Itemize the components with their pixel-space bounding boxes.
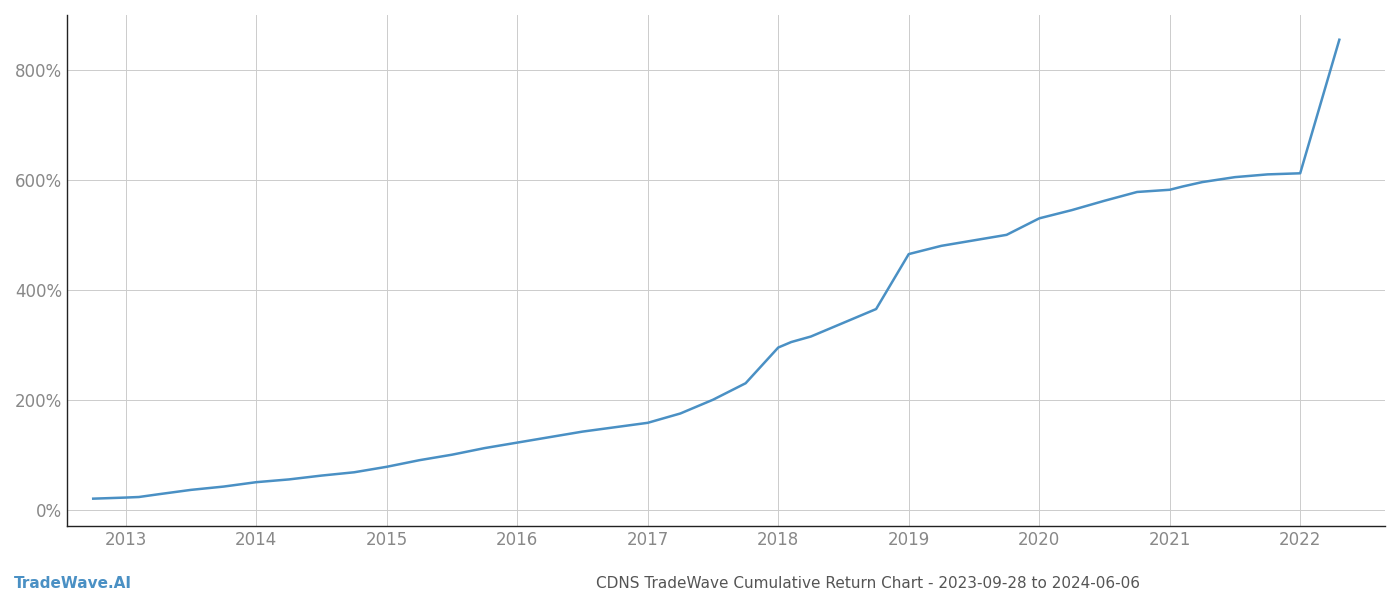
Text: TradeWave.AI: TradeWave.AI <box>14 576 132 591</box>
Text: CDNS TradeWave Cumulative Return Chart - 2023-09-28 to 2024-06-06: CDNS TradeWave Cumulative Return Chart -… <box>596 576 1140 591</box>
